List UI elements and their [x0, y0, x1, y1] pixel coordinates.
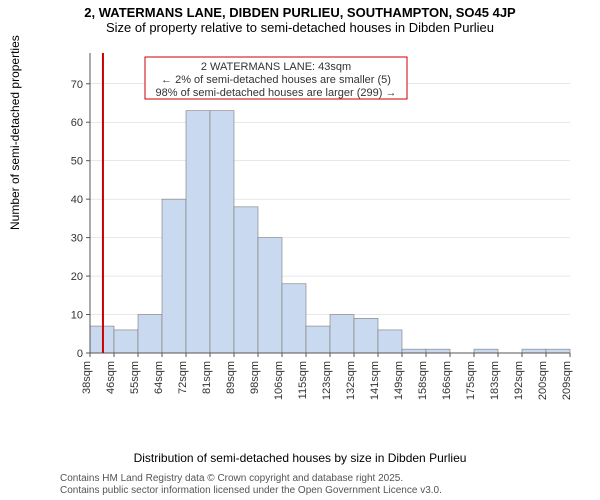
footer-line-1: Contains HM Land Registry data © Crown c… — [60, 473, 442, 485]
svg-text:50: 50 — [71, 156, 83, 168]
svg-text:158sqm: 158sqm — [417, 361, 429, 400]
svg-text:2 WATERMANS LANE: 43sqm: 2 WATERMANS LANE: 43sqm — [201, 61, 351, 73]
title-line-2: Size of property relative to semi-detach… — [0, 20, 600, 35]
svg-text:183sqm: 183sqm — [489, 361, 501, 400]
svg-text:55sqm: 55sqm — [129, 361, 141, 394]
svg-text:141sqm: 141sqm — [369, 361, 381, 400]
svg-text:166sqm: 166sqm — [441, 361, 453, 400]
svg-text:64sqm: 64sqm — [153, 361, 165, 394]
svg-text:← 2% of semi-detached houses a: ← 2% of semi-detached houses are smaller… — [161, 74, 391, 86]
chart-title-block: 2, WATERMANS LANE, DIBDEN PURLIEU, SOUTH… — [0, 0, 600, 35]
y-axis-label: Number of semi-detached properties — [8, 35, 22, 230]
svg-text:81sqm: 81sqm — [201, 361, 213, 394]
histogram-chart: 0 10 20 30 40 50 60 70 38sqm 46sqm 55sqm 64sqm 72sqm… — [60, 48, 580, 408]
svg-text:70: 70 — [71, 79, 83, 91]
svg-text:20: 20 — [71, 271, 83, 283]
chart-area: 0 10 20 30 40 50 60 70 38sqm 46sqm 55sqm 64sqm 72sqm… — [60, 48, 580, 408]
svg-text:132sqm: 132sqm — [345, 361, 357, 400]
svg-text:10: 10 — [71, 310, 83, 322]
svg-text:149sqm: 149sqm — [393, 361, 405, 400]
title-line-1: 2, WATERMANS LANE, DIBDEN PURLIEU, SOUTH… — [0, 5, 600, 20]
svg-text:38sqm: 38sqm — [81, 361, 93, 394]
attribution-footer: Contains HM Land Registry data © Crown c… — [60, 473, 442, 497]
svg-text:209sqm: 209sqm — [561, 361, 573, 400]
svg-text:0: 0 — [77, 348, 83, 360]
svg-text:89sqm: 89sqm — [225, 361, 237, 394]
x-axis-label: Distribution of semi-detached houses by … — [0, 451, 600, 465]
svg-text:175sqm: 175sqm — [465, 361, 477, 400]
svg-text:60: 60 — [71, 117, 83, 129]
svg-text:30: 30 — [71, 233, 83, 245]
footer-line-2: Contains public sector information licen… — [60, 485, 442, 497]
svg-text:115sqm: 115sqm — [297, 361, 309, 399]
svg-text:106sqm: 106sqm — [273, 361, 285, 400]
svg-text:192sqm: 192sqm — [513, 361, 525, 400]
svg-text:98sqm: 98sqm — [249, 361, 261, 394]
svg-text:200sqm: 200sqm — [537, 361, 549, 400]
svg-text:46sqm: 46sqm — [105, 361, 117, 394]
svg-text:98% of semi-detached houses ar: 98% of semi-detached houses are larger (… — [156, 87, 397, 99]
svg-text:72sqm: 72sqm — [177, 361, 189, 394]
svg-text:40: 40 — [71, 194, 83, 206]
svg-text:123sqm: 123sqm — [321, 361, 333, 400]
